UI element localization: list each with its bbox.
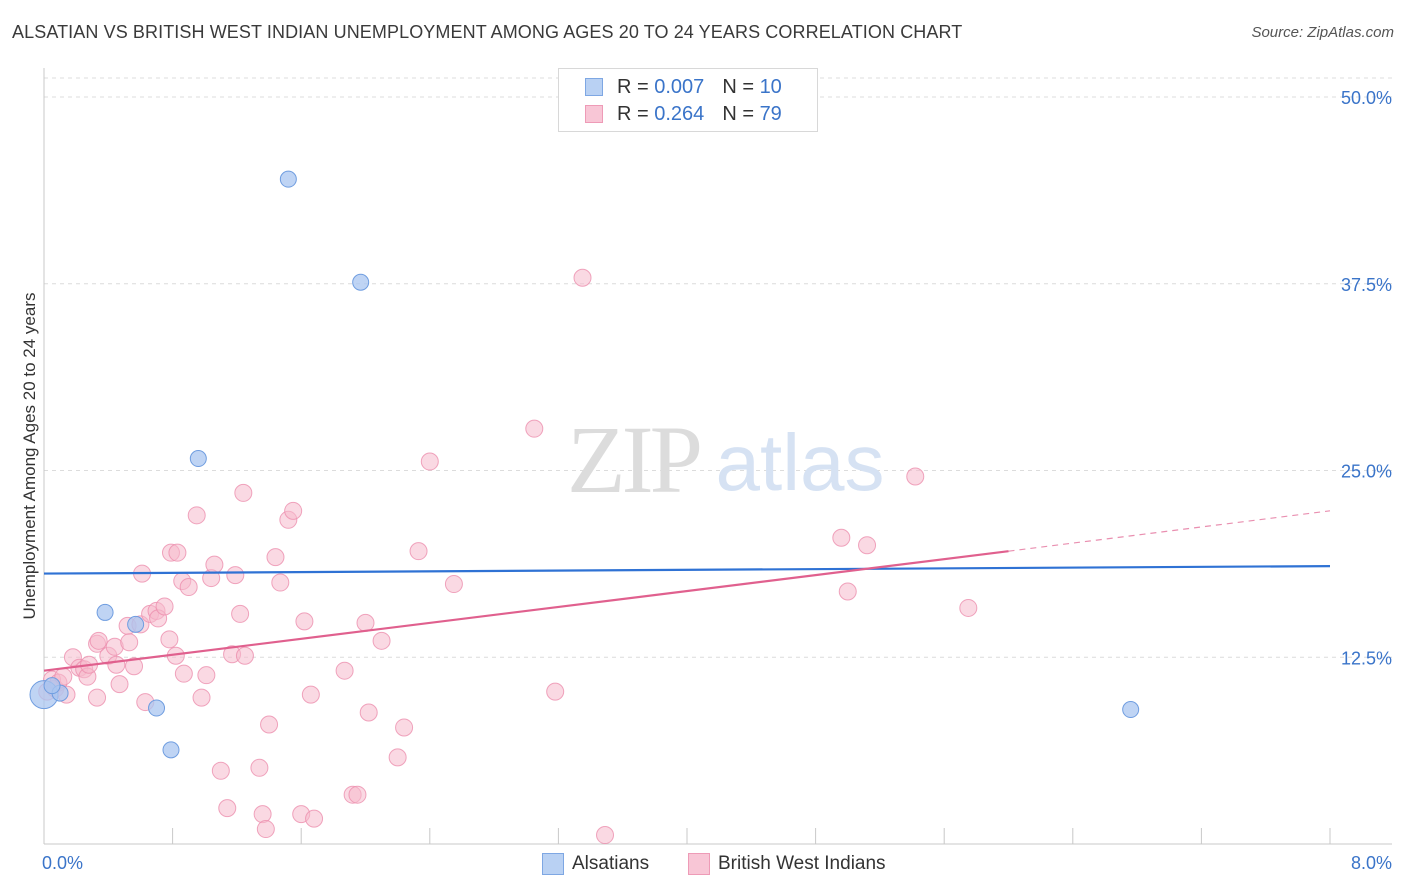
bwi-point-48: [253, 805, 272, 824]
watermark-atlas: atlas: [716, 418, 885, 507]
legend-n-label: N =: [722, 102, 754, 125]
bwi-point-68: [420, 452, 439, 471]
y-tick-label-1: 25.0%: [1341, 462, 1392, 482]
bwi-point-39: [205, 555, 224, 574]
bwi-point-43: [226, 566, 245, 585]
legend-n-value-alsatians: 10: [759, 75, 782, 98]
bwi-point-73: [596, 826, 615, 845]
alsatians-points: [29, 170, 1140, 759]
legend-n-label: N =: [722, 75, 754, 98]
bwi-point-56: [295, 612, 314, 631]
legend-r-value-alsatians: 0.007: [654, 75, 705, 98]
alsatian-point-7: [189, 450, 207, 468]
bwi-point-57: [301, 685, 320, 704]
alsatian-point-2: [43, 677, 61, 695]
bwi-point-59: [335, 661, 354, 680]
alsatian-point-6: [162, 741, 180, 759]
chart-title: ALSATIAN VS BRITISH WEST INDIAN UNEMPLOY…: [12, 22, 963, 42]
legend-r-label: R =: [617, 75, 649, 98]
bwi-point-63: [359, 703, 378, 722]
correlation-legend: R = 0.007 N = 10 R = 0.264 N = 79: [558, 68, 818, 132]
bwi-point-61: [348, 785, 367, 804]
legend-swatch-british-west-indians: [585, 105, 603, 123]
bwi-point-74: [832, 528, 851, 547]
bwi-point-58: [305, 809, 324, 828]
bwi-point-46: [235, 646, 254, 665]
alsatian-point-5: [148, 699, 166, 717]
y-tick-label-0: 12.5%: [1341, 648, 1392, 668]
y-tick-label-2: 37.5%: [1341, 275, 1392, 295]
bottom-legend-swatch-alsatians: [542, 853, 564, 875]
bwi-point-41: [218, 799, 237, 818]
bottom-legend-alsatians: Alsatians: [542, 852, 649, 876]
bwi-point-27: [155, 597, 174, 616]
legend-r-label: R =: [617, 102, 649, 125]
bwi-point-47: [250, 758, 269, 777]
bwi-point-20: [125, 657, 144, 676]
bwi-point-44: [231, 604, 250, 623]
bwi-point-51: [266, 548, 285, 567]
bwi-point-78: [959, 598, 978, 617]
bwi-point-65: [388, 748, 407, 767]
legend-n-value-british-west-indians: 79: [759, 102, 782, 125]
bwi-point-19: [120, 633, 139, 652]
bwi-point-17: [110, 675, 129, 694]
watermark-zip: ZIP: [567, 406, 700, 513]
bwi-point-34: [179, 578, 198, 597]
bwi-point-71: [546, 682, 565, 701]
bwi-point-11: [88, 688, 107, 707]
x-tick-label-0: 0.0%: [42, 853, 83, 873]
bwi-point-76: [858, 536, 877, 555]
bwi-point-69: [444, 575, 463, 594]
bottom-legend-swatch-british-west-indians: [688, 853, 710, 875]
alsatian-point-8: [279, 170, 297, 188]
bwi-point-54: [284, 501, 303, 520]
bwi-point-50: [260, 715, 279, 734]
bwi-point-45: [234, 483, 253, 502]
bwi-point-37: [197, 666, 216, 685]
bottom-legend-label-alsatians: Alsatians: [572, 853, 650, 874]
bwi-point-33: [174, 664, 193, 683]
bwi-point-31: [168, 543, 187, 562]
legend-r-value-british-west-indians: 0.264: [654, 102, 705, 125]
legend-swatch-alsatians: [585, 78, 603, 96]
axes: [43, 68, 1392, 845]
bwi-point-16: [107, 655, 126, 674]
alsatian-point-9: [352, 273, 370, 291]
bottom-legend-british-west-indians: British West Indians: [688, 852, 886, 876]
x-tick-label-1: 8.0%: [1351, 853, 1392, 873]
bwi-point-36: [192, 688, 211, 707]
bwi-point-64: [372, 631, 391, 650]
alsatian-point-4: [127, 615, 145, 633]
tick-labels: 12.5% 25.0% 37.5% 50.0% 0.0% 8.0%: [42, 88, 1392, 873]
alsatians-trend-line: [43, 565, 1331, 575]
bwi-point-62: [356, 613, 375, 632]
bottom-legend-label-british-west-indians: British West Indians: [718, 853, 886, 874]
y-axis-label: Unemployment Among Ages 20 to 24 years: [20, 292, 39, 620]
y-tick-label-3: 50.0%: [1341, 88, 1392, 108]
british-west-indians-points: [38, 268, 978, 845]
alsatian-point-3: [96, 603, 114, 621]
bwi-point-66: [395, 718, 414, 737]
bwi-point-67: [409, 542, 428, 561]
bwi-point-77: [906, 467, 925, 486]
bwi-point-28: [160, 630, 179, 649]
bwi-point-49: [256, 820, 275, 839]
source-label: Source: ZipAtlas.com: [1251, 24, 1394, 41]
bwi-trend-line-extension: [1008, 510, 1331, 552]
bwi-point-52: [271, 573, 290, 592]
bwi-point-70: [525, 419, 544, 438]
legend-row-british-west-indians: R = 0.264 N = 79: [585, 102, 782, 126]
bwi-point-72: [573, 268, 592, 287]
alsatian-point-10: [1122, 701, 1140, 719]
trend-lines: [43, 510, 1331, 672]
legend-row-alsatians: R = 0.007 N = 10: [585, 75, 782, 99]
bwi-point-13: [89, 631, 108, 650]
bwi-trend-line: [43, 550, 1009, 672]
bwi-point-35: [187, 506, 206, 525]
bwi-point-75: [838, 582, 857, 601]
bwi-point-40: [211, 761, 230, 780]
